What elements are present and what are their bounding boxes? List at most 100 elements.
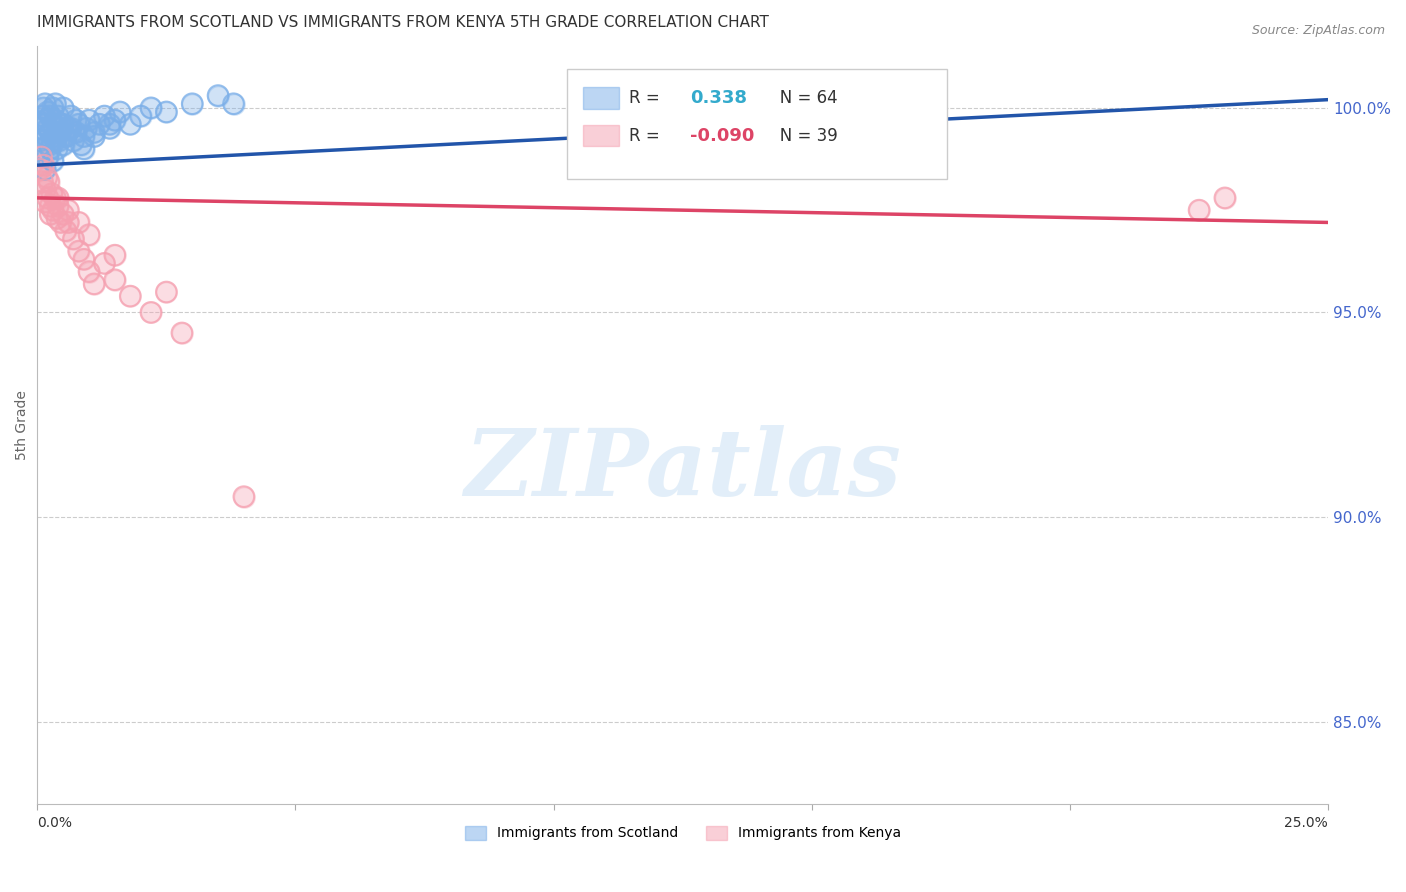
Point	[120, 289, 142, 303]
Point	[62, 232, 84, 246]
Point	[46, 121, 69, 136]
Point	[31, 109, 53, 123]
Point	[98, 117, 121, 131]
Point	[62, 134, 84, 148]
Point	[41, 186, 63, 201]
Point	[222, 96, 245, 111]
Point	[93, 256, 115, 270]
Point	[77, 227, 100, 242]
Point	[73, 252, 96, 267]
Point	[73, 142, 96, 156]
Point	[44, 113, 66, 128]
Point	[39, 109, 62, 123]
Point	[32, 101, 55, 115]
Point	[55, 224, 77, 238]
Point	[155, 285, 177, 299]
Point	[32, 158, 55, 172]
Point	[222, 96, 245, 111]
Point	[46, 142, 69, 156]
Point	[41, 134, 63, 148]
Point	[59, 109, 82, 123]
Point	[34, 96, 56, 111]
Point	[39, 207, 62, 221]
Point	[37, 191, 59, 205]
Point	[41, 134, 63, 148]
Point	[49, 215, 72, 229]
Point	[37, 150, 59, 164]
Point	[34, 113, 56, 128]
Point	[52, 101, 75, 115]
Point	[59, 121, 82, 136]
Point	[31, 142, 53, 156]
Point	[34, 183, 56, 197]
Point	[59, 121, 82, 136]
Point	[44, 96, 66, 111]
Point	[37, 150, 59, 164]
Point	[75, 121, 97, 136]
Point	[58, 215, 80, 229]
Point	[46, 125, 69, 139]
Point	[139, 101, 162, 115]
Point	[104, 113, 127, 128]
Point	[42, 129, 65, 144]
Point	[67, 244, 90, 258]
Text: R =: R =	[628, 127, 669, 145]
Point	[181, 96, 204, 111]
Point	[232, 490, 254, 504]
Point	[30, 121, 52, 136]
Point	[65, 113, 87, 128]
Point	[89, 117, 111, 131]
Point	[155, 285, 177, 299]
Point	[34, 162, 56, 177]
Point	[34, 113, 56, 128]
Point	[39, 125, 62, 139]
Point	[46, 211, 69, 226]
Point	[34, 162, 56, 177]
Point	[93, 109, 115, 123]
Point	[49, 117, 72, 131]
Point	[83, 277, 105, 291]
Point	[70, 137, 93, 152]
Point	[1188, 203, 1211, 218]
Point	[42, 101, 65, 115]
Point	[39, 125, 62, 139]
Point	[46, 199, 69, 213]
Point	[104, 273, 127, 287]
Text: N = 64: N = 64	[763, 89, 838, 107]
Point	[120, 117, 142, 131]
Point	[58, 215, 80, 229]
Point	[83, 125, 105, 139]
Point	[89, 117, 111, 131]
Point	[55, 224, 77, 238]
Point	[65, 113, 87, 128]
Point	[155, 104, 177, 119]
Point	[32, 117, 55, 131]
Point	[30, 150, 52, 164]
Point	[42, 117, 65, 131]
Point	[62, 232, 84, 246]
Point	[46, 191, 69, 205]
Point	[39, 199, 62, 213]
Text: -0.090: -0.090	[690, 127, 755, 145]
Point	[42, 101, 65, 115]
Point	[83, 129, 105, 144]
Point	[52, 101, 75, 115]
Point	[207, 88, 229, 103]
Point	[77, 113, 100, 128]
Point	[67, 117, 90, 131]
Point	[62, 134, 84, 148]
Point	[46, 109, 69, 123]
Point	[46, 199, 69, 213]
Point	[44, 96, 66, 111]
Point	[46, 191, 69, 205]
Point	[207, 88, 229, 103]
Point	[46, 142, 69, 156]
Y-axis label: 5th Grade: 5th Grade	[15, 390, 30, 460]
Point	[46, 121, 69, 136]
Point	[77, 264, 100, 278]
Point	[37, 121, 59, 136]
Point	[55, 129, 77, 144]
Point	[30, 150, 52, 164]
Point	[67, 117, 90, 131]
Point	[67, 215, 90, 229]
